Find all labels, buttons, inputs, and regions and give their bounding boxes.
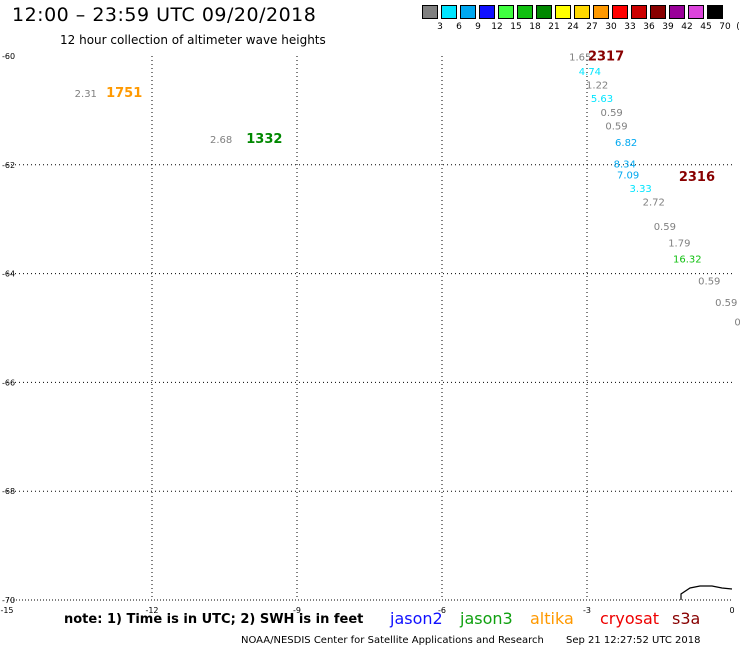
satellite-legend-item: cryosat xyxy=(600,609,660,628)
wave-height-value: 1.79 xyxy=(668,238,690,249)
scale-label: 12 xyxy=(491,22,503,32)
longitude-tick-label: 0 xyxy=(729,606,734,615)
pass-time-label: 2316 xyxy=(679,170,715,185)
longitude-tick-label: -15 xyxy=(0,606,13,615)
scale-swatch xyxy=(498,5,514,19)
longitude-tick-label: -3 xyxy=(583,606,591,615)
satellite-legend-item: jason3 xyxy=(460,609,513,628)
map-subtitle: 12 hour collection of altimeter wave hei… xyxy=(60,33,326,47)
scale-swatch xyxy=(631,5,647,19)
latitude-tick-label: -66 xyxy=(2,378,15,387)
wave-height-value: 6.82 xyxy=(615,138,637,149)
wave-height-value: 2.68 xyxy=(210,135,232,146)
wave-height-value: 2.31 xyxy=(75,89,97,100)
scale-swatch xyxy=(688,5,704,19)
wave-height-value: 5.63 xyxy=(591,94,613,105)
scale-label: 9 xyxy=(475,22,481,32)
scale-label: 45 xyxy=(700,22,712,32)
wave-height-value: 1.65 xyxy=(569,52,591,63)
scale-label: 33 xyxy=(624,22,636,32)
longitude-tick-label: -6 xyxy=(438,606,446,615)
units-note: note: 1) Time is in UTC; 2) SWH is in fe… xyxy=(64,612,364,627)
scale-label: 42 xyxy=(681,22,693,32)
longitude-tick-label: -9 xyxy=(293,606,301,615)
latitude-tick-label: -60 xyxy=(2,52,15,61)
wave-height-value: 1.22 xyxy=(586,81,608,92)
satellite-legend-item: s3a xyxy=(672,609,701,628)
wave-height-value: 7.09 xyxy=(617,170,639,181)
wave-height-value: 16.32 xyxy=(673,255,702,266)
wave-height-value: 0.59 xyxy=(654,222,676,233)
wave-height-value: 8.34 xyxy=(614,160,636,171)
scale-swatch xyxy=(650,5,666,19)
scale-swatch xyxy=(593,5,609,19)
wave-height-value: 4.74 xyxy=(579,67,601,78)
coastline xyxy=(680,585,733,600)
scale-swatch xyxy=(574,5,590,19)
map-title: 12:00 – 23:59 UTC 09/20/2018 xyxy=(12,4,317,26)
wave-height-value: 2.72 xyxy=(643,198,665,209)
scale-swatch xyxy=(479,5,495,19)
scale-unit: (ft) xyxy=(736,22,740,32)
scale-label: 36 xyxy=(643,22,655,32)
longitude-tick-label: -12 xyxy=(145,606,158,615)
wave-height-value: 0.59 xyxy=(715,298,737,309)
wave-height-value: 0.59 xyxy=(698,276,720,287)
latitude-tick-label: -62 xyxy=(2,161,15,170)
latitude-tick-label: -68 xyxy=(2,487,15,496)
wave-height-value: 0.59 xyxy=(605,121,627,132)
scale-swatch xyxy=(669,5,685,19)
credit-text: NOAA/NESDIS Center for Satellite Applica… xyxy=(241,635,544,646)
scale-swatch xyxy=(517,5,533,19)
scale-swatch xyxy=(422,5,438,19)
latitude-tick-label: -64 xyxy=(2,270,15,279)
scale-label: 21 xyxy=(548,22,560,32)
satellite-legend-item: altika xyxy=(530,609,574,628)
wave-height-value: 0.59 xyxy=(601,108,623,119)
wave-height-value: 3.33 xyxy=(630,184,652,195)
pass-time-label: 2317 xyxy=(588,49,624,64)
scale-label: 6 xyxy=(456,22,462,32)
wave-height-value: 0. xyxy=(734,317,740,328)
scale-label: 39 xyxy=(662,22,674,32)
scale-swatch xyxy=(555,5,571,19)
scale-label: 3 xyxy=(437,22,443,32)
scale-swatch xyxy=(460,5,476,19)
satellite-legend-item: jason2 xyxy=(390,609,443,628)
scale-swatch xyxy=(707,5,723,19)
scale-swatch xyxy=(612,5,628,19)
scale-swatch xyxy=(441,5,457,19)
scale-label: 70 xyxy=(719,22,731,32)
scale-label: 18 xyxy=(529,22,541,32)
generated-timestamp: Sep 21 12:27:52 UTC 2018 xyxy=(566,635,701,646)
latitude-tick-label: -70 xyxy=(2,596,15,605)
scale-label: 24 xyxy=(567,22,579,32)
pass-time-label: 1751 xyxy=(106,86,142,101)
pass-time-label: 1332 xyxy=(246,132,282,147)
scale-label: 27 xyxy=(586,22,598,32)
scale-label: 15 xyxy=(510,22,522,32)
scale-swatch xyxy=(536,5,552,19)
scale-label: 30 xyxy=(605,22,617,32)
